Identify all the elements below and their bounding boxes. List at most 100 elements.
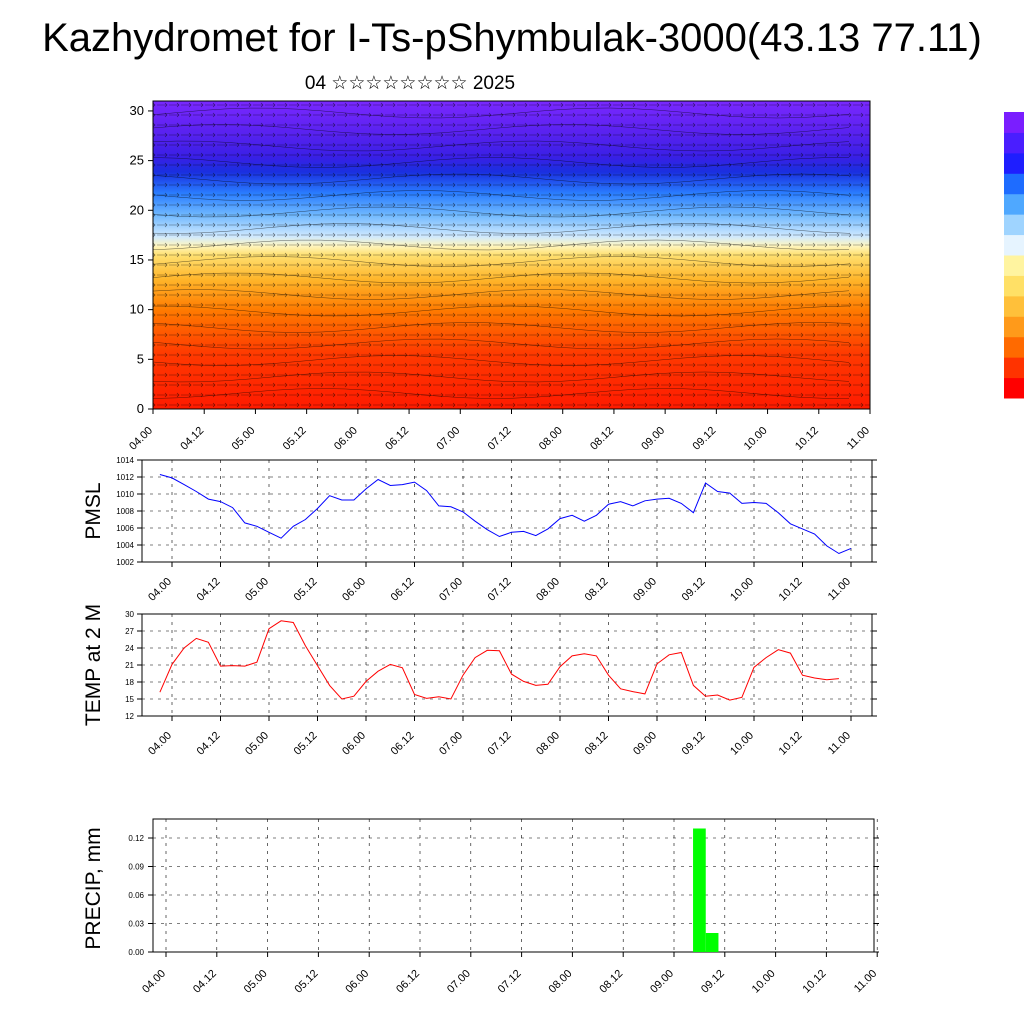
upper-air-heatmap: 0 5 10 15 20 25 30 04.00 04.12 05.00 05.12 06.00 06.…	[127, 100, 872, 453]
y-axis-label: PMSL	[82, 482, 105, 539]
precip-chart: 04.00 04.12 05.00 05.12 06.00 06.12 07.00 07.12…	[82, 818, 879, 996]
contour-line	[152, 140, 850, 152]
x-tick-label: 04.12	[195, 576, 223, 604]
x-tick-label: 09.00	[631, 730, 659, 758]
y-tick-label: 5	[137, 351, 144, 366]
x-tick-label: 06.12	[389, 730, 417, 758]
contour-line	[152, 355, 850, 366]
contour-line	[152, 107, 850, 119]
x-tick-label: 08.00	[534, 730, 562, 758]
colorbar-swatch	[1004, 173, 1024, 195]
colorbar-swatch	[1004, 357, 1024, 379]
y-tick-label: 0.00	[128, 948, 144, 957]
x-tick-label: 07.12	[486, 576, 514, 604]
x-tick-label: 09.00	[648, 968, 676, 996]
x-tick-label: 04.00	[127, 425, 155, 453]
x-tick-label: 08.00	[534, 576, 562, 604]
x-tick-label: 05.12	[292, 730, 320, 758]
y-tick-label: 1002	[116, 558, 134, 567]
y-tick-label: 15	[130, 252, 144, 267]
x-tick-label: 10.00	[728, 576, 756, 604]
contour-line	[152, 223, 850, 234]
x-tick-label: 06.00	[343, 968, 371, 996]
contour-line	[152, 322, 850, 333]
y-tick-label: 1004	[116, 541, 134, 550]
plot-frame	[152, 818, 875, 953]
x-tick-label: 06.00	[332, 425, 360, 453]
x-tick-label: 05.12	[293, 968, 321, 996]
x-tick-label: 05.00	[243, 730, 271, 758]
x-tick-label: 10.12	[793, 425, 821, 453]
x-tick-label: 07.00	[434, 425, 462, 453]
plot-frame	[141, 459, 873, 563]
x-tick-label: 09.00	[639, 425, 667, 453]
x-tick-label: 10.12	[801, 968, 829, 996]
y-tick-label: 18	[125, 678, 134, 687]
contour-line	[152, 256, 850, 267]
x-tick-label: 11.00	[845, 425, 872, 452]
contour-line	[152, 272, 850, 284]
contour-line	[152, 239, 850, 251]
colorbar-swatch	[1004, 275, 1024, 297]
y-tick-label: 27	[125, 627, 134, 636]
x-tick-label: 09.12	[691, 425, 719, 453]
x-tick-label: 04.12	[191, 968, 219, 996]
contour-line	[152, 371, 850, 383]
y-tick-label: 12	[125, 712, 134, 721]
contour-line	[152, 157, 850, 168]
x-tick-label: 10.12	[777, 576, 805, 604]
contour-line	[152, 305, 850, 317]
x-tick-label: 04.12	[178, 425, 206, 453]
y-tick-label: 20	[130, 202, 144, 217]
x-tick-label: 06.12	[394, 968, 422, 996]
x-tick-label: 06.12	[389, 576, 417, 604]
colorbar-swatch	[1004, 214, 1024, 236]
series-line	[159, 620, 839, 701]
x-tick-label: 08.00	[547, 968, 575, 996]
x-tick-label: 08.12	[583, 730, 611, 758]
precip-bar	[693, 828, 706, 952]
x-tick-label: 11.00	[852, 968, 879, 995]
colorbar-swatch	[1004, 152, 1024, 174]
page-title: Kazhydromet for I-Ts-pShymbulak-3000(43.…	[42, 16, 982, 60]
colorbar-swatch	[1004, 255, 1024, 276]
x-tick-label: 07.12	[486, 730, 514, 758]
contour-line	[152, 124, 850, 135]
y-tick-label: 21	[125, 661, 134, 670]
colorbar-swatch	[1004, 112, 1024, 133]
colorbar-swatch	[1004, 336, 1024, 358]
contour-line	[152, 388, 850, 399]
y-tick-label: 0.09	[128, 863, 144, 872]
x-tick-label: 07.00	[445, 968, 473, 996]
contour-line	[152, 173, 850, 185]
colorbar-swatch	[1004, 295, 1024, 317]
contour-line	[152, 338, 850, 350]
colorbar-swatch	[1004, 234, 1024, 256]
colorbar	[1004, 112, 1024, 399]
precip-bar	[705, 933, 719, 952]
y-tick-label: 0.03	[128, 920, 144, 929]
chart-subtitle: 04 ☆☆☆☆☆☆☆☆ 2025	[304, 73, 516, 94]
x-tick-label: 05.00	[242, 968, 270, 996]
x-tick-label: 08.12	[583, 576, 611, 604]
x-tick-label: 11.00	[826, 576, 853, 603]
x-tick-label: 09.12	[680, 730, 708, 758]
pmsl-chart: 04.00 04.12 05.00 05.12 06.00 06.12 07.00 07.12…	[82, 456, 877, 604]
colorbar-swatch	[1004, 316, 1024, 338]
y-tick-label: 24	[125, 644, 134, 653]
contour-line	[152, 289, 850, 300]
x-tick-label: 08.12	[597, 968, 625, 996]
x-tick-label: 07.00	[437, 730, 465, 758]
colorbar-swatch	[1004, 377, 1024, 399]
contour-line	[152, 206, 850, 218]
x-tick-label: 09.12	[699, 968, 727, 996]
x-tick-label: 10.00	[742, 425, 770, 453]
x-tick-label: 05.00	[243, 576, 271, 604]
x-tick-label: 09.12	[680, 576, 708, 604]
x-tick-label: 08.12	[588, 425, 616, 453]
y-tick-label: 1010	[116, 490, 134, 499]
x-tick-label: 04.00	[140, 968, 168, 996]
x-tick-label: 07.00	[437, 576, 465, 604]
y-axis-label: TEMP at 2 M	[82, 604, 105, 726]
x-tick-label: 09.00	[631, 576, 659, 604]
